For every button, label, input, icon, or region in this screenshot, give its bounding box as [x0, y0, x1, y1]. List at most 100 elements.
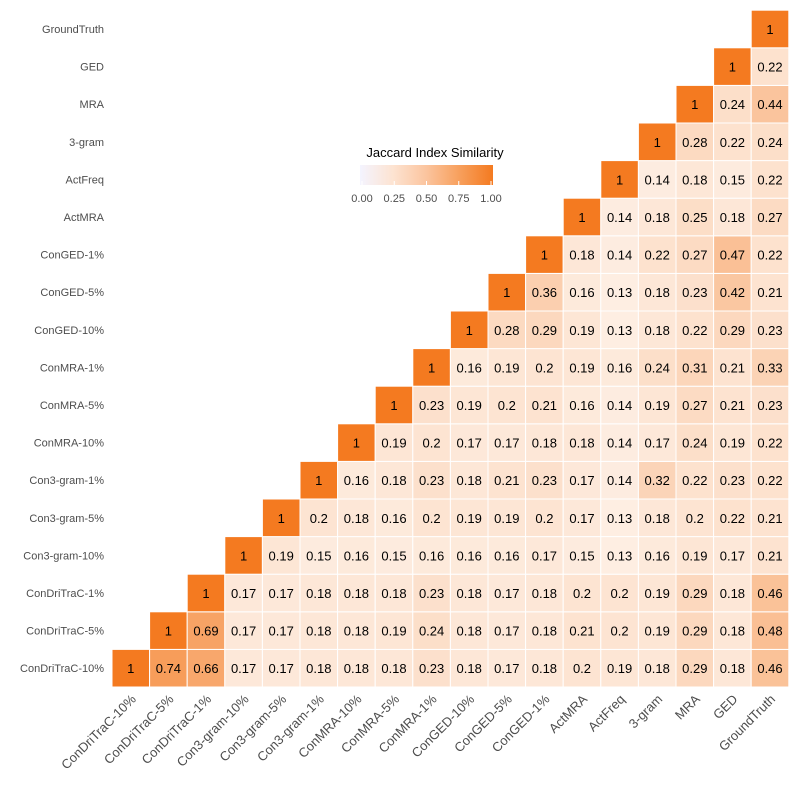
y-tick-label: ConGED-5% [40, 287, 104, 299]
cell-value-label: 0.22 [720, 511, 745, 526]
heatmap-cell [261, 648, 301, 688]
cell-value-label: 0.18 [569, 248, 594, 263]
cell-value-label: 0.69 [193, 624, 218, 639]
heatmap-cell [562, 385, 602, 425]
cell-value-label: 0.27 [682, 398, 707, 413]
x-tick-label: 3-gram [626, 692, 666, 732]
cell-value-label: 0.29 [682, 624, 707, 639]
heatmap-cell [750, 460, 790, 500]
heatmap-cell [374, 460, 414, 500]
cell-value-label: 0.24 [682, 436, 707, 451]
heatmap-cell [750, 310, 790, 350]
cell-value-label: 0.19 [457, 398, 482, 413]
cell-value-label: 0.18 [645, 285, 670, 300]
legend-tick-label: 0.00 [351, 193, 372, 205]
heatmap-cell [562, 272, 602, 312]
cell-value-label: 0.21 [569, 624, 594, 639]
cell-value-label: 0.18 [682, 172, 707, 187]
heatmap-cell [525, 498, 564, 538]
cell-value-label: 1 [503, 285, 510, 300]
cell-value-label: 0.23 [757, 323, 782, 338]
cell-value-label: 0.19 [645, 398, 670, 413]
heatmap-cell [675, 348, 715, 387]
cell-value-label: 0.16 [344, 548, 369, 563]
heatmap-cell [600, 235, 639, 274]
cell-value-label: 0.19 [381, 436, 406, 451]
cell-value-label: 0.2 [686, 511, 704, 526]
cell-value-label: 0.23 [720, 473, 745, 488]
cell-value-label: 0.2 [573, 661, 591, 676]
cell-value-label: 1 [127, 661, 134, 676]
cell-value-label: 0.19 [494, 360, 519, 375]
heatmap-cell [713, 460, 752, 500]
cell-value-label: 0.21 [532, 398, 557, 413]
cell-value-label: 0.18 [344, 586, 369, 601]
x-tick-label: GED [710, 692, 741, 723]
y-tick-label: Con3-gram-10% [23, 550, 104, 562]
heatmap-cell [713, 611, 752, 650]
y-tick-label: ConGED-10% [34, 325, 104, 337]
heatmap-cell [525, 536, 564, 575]
y-tick-label: ConDriTraC-10% [20, 663, 104, 675]
cell-value-label: 1 [578, 210, 585, 225]
cell-value-label: 0.21 [720, 398, 745, 413]
cell-value-label: 0.48 [757, 624, 782, 639]
cell-value-label: 0.14 [645, 172, 670, 187]
cell-value-label: 0.17 [494, 586, 519, 601]
heatmap-cell [412, 573, 451, 613]
legend-tick-label: 1.00 [480, 193, 501, 205]
cell-value-label: 0.22 [757, 60, 782, 75]
heatmap-cell [713, 423, 752, 462]
cell-value-label: 0.19 [569, 323, 594, 338]
legend-tick-label: 0.50 [416, 193, 437, 205]
heatmap-cell [487, 611, 527, 650]
cell-value-label: 0.18 [306, 624, 331, 639]
cell-value-label: 0.74 [156, 661, 181, 676]
cell-value-label: 0.44 [757, 97, 782, 112]
y-tick-label: MRA [80, 99, 105, 111]
cell-value-label: 0.16 [645, 548, 670, 563]
cell-value-label: 0.17 [269, 661, 294, 676]
cell-value-label: 0.16 [419, 548, 444, 563]
cell-value-label: 0.18 [532, 624, 557, 639]
cell-value-label: 0.46 [757, 586, 782, 601]
cell-value-label: 1 [165, 624, 172, 639]
cell-value-label: 0.16 [494, 548, 519, 563]
cell-value-label: 0.18 [306, 586, 331, 601]
cell-value-label: 0.17 [569, 511, 594, 526]
cell-value-label: 0.18 [457, 661, 482, 676]
cell-value-label: 0.22 [757, 248, 782, 263]
heatmap-cell [675, 84, 715, 124]
cell-value-label: 0.17 [269, 586, 294, 601]
cell-value-label: 0.19 [569, 360, 594, 375]
legend-colorbar [360, 165, 493, 185]
cell-value-label: 0.29 [532, 323, 557, 338]
cell-value-label: 1 [315, 473, 322, 488]
cell-value-label: 0.21 [757, 511, 782, 526]
heatmap-cell [600, 348, 639, 387]
heatmap-cell [374, 423, 414, 462]
cell-value-label: 0.24 [419, 624, 444, 639]
y-tick-label: ConDriTraC-5% [26, 626, 104, 638]
cell-value-label: 0.17 [494, 624, 519, 639]
heatmap-cell [750, 84, 790, 124]
cell-value-label: 0.23 [682, 285, 707, 300]
y-tick-label: ConMRA-10% [34, 438, 105, 450]
cell-value-label: 0.18 [645, 661, 670, 676]
cell-value-label: 0.29 [720, 323, 745, 338]
heatmap-cell [750, 122, 790, 162]
heatmap-cell [525, 611, 564, 650]
heatmap-cell [374, 648, 414, 688]
cell-value-label: 0.19 [269, 548, 294, 563]
heatmap-cell [637, 498, 677, 538]
heatmap-cell [750, 272, 790, 312]
cell-value-label: 0.17 [231, 661, 256, 676]
heatmap-cell [487, 423, 527, 462]
cell-value-label: 0.22 [757, 473, 782, 488]
cell-value-label: 0.21 [720, 360, 745, 375]
cell-value-label: 0.17 [231, 624, 256, 639]
heatmap-cell [750, 197, 790, 237]
heatmap-cell [713, 160, 752, 199]
heatmap-cell [337, 498, 376, 538]
heatmap-cell [600, 160, 639, 199]
